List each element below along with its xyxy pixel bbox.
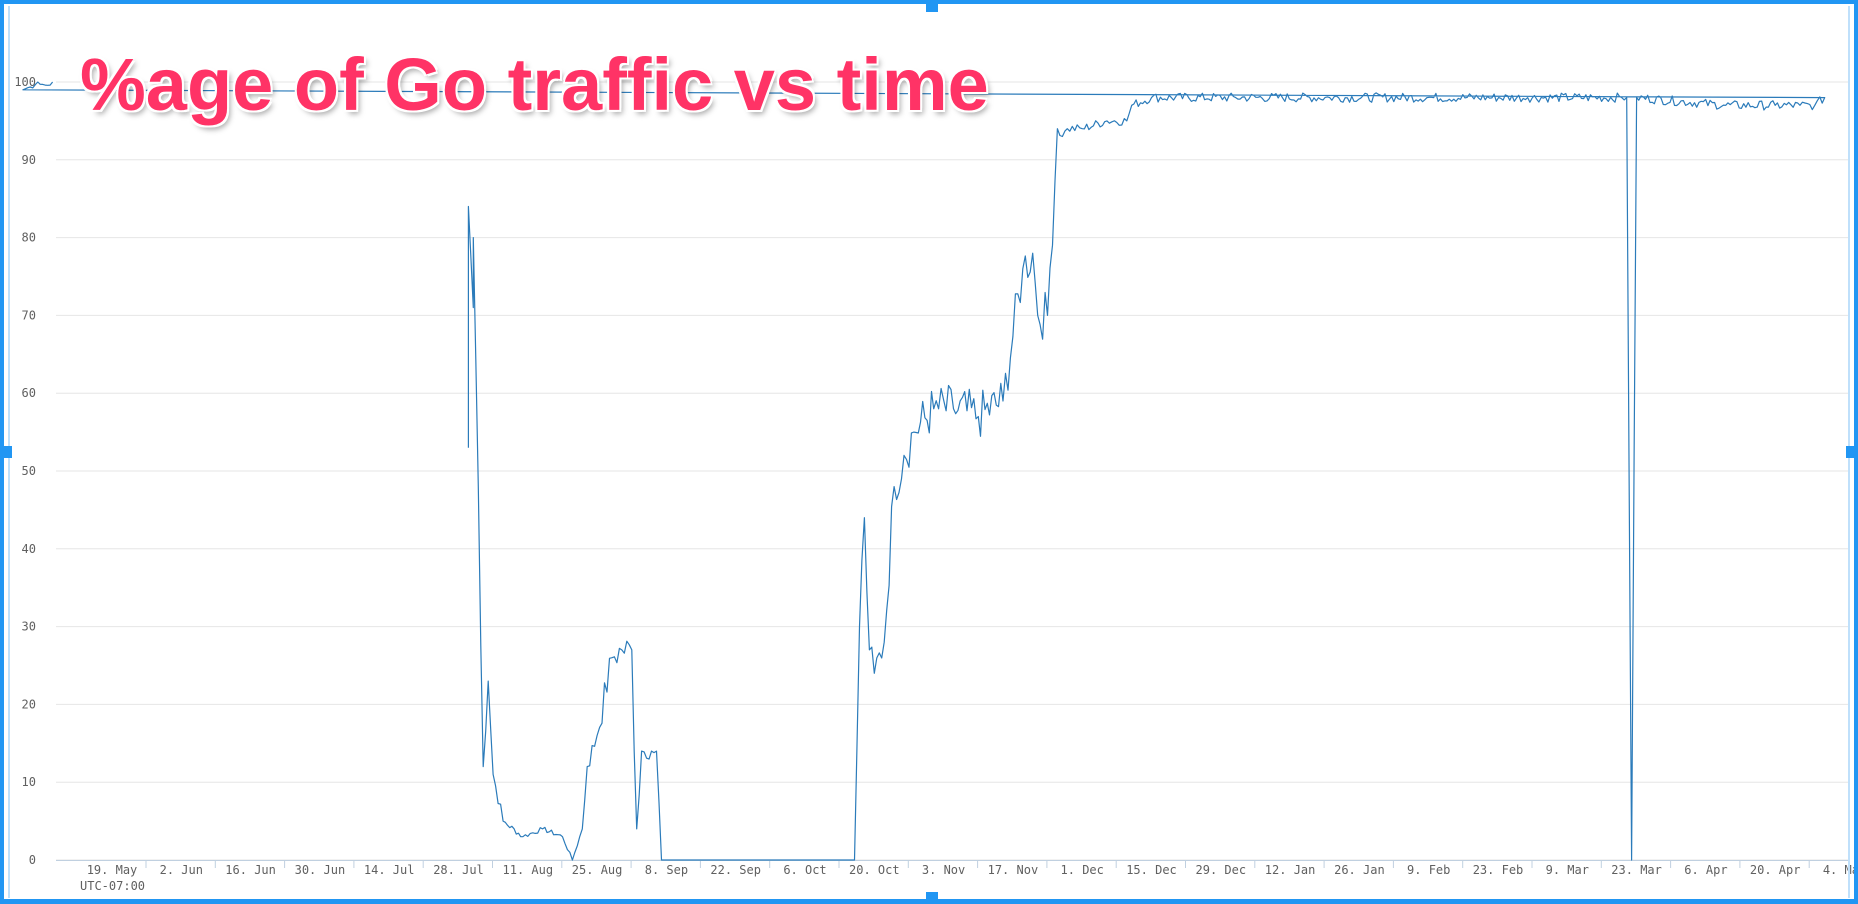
x-tick-label: 6. Oct	[783, 863, 826, 877]
x-tick-label: 23. Mar	[1611, 863, 1662, 877]
x-tick-label: 25. Aug	[572, 863, 623, 877]
x-tick-label: 23. Feb	[1473, 863, 1524, 877]
x-tick-label: 8. Sep	[645, 863, 688, 877]
y-tick-label: 100	[14, 75, 36, 89]
series-line-0	[22, 81, 1826, 861]
resize-handle-right-middle[interactable]	[1846, 446, 1858, 458]
x-tick-label: 19. May	[87, 863, 138, 877]
x-tick-label: 20. Oct	[849, 863, 900, 877]
resize-handle-left-middle[interactable]	[0, 446, 12, 458]
x-tick-label: 15. Dec	[1126, 863, 1177, 877]
x-tick-label: 1. Dec	[1061, 863, 1104, 877]
y-tick-label: 30	[22, 620, 36, 634]
y-tick-label: 0	[29, 853, 36, 867]
resize-handle-bottom-middle[interactable]	[926, 892, 938, 904]
y-tick-label: 70	[22, 308, 36, 322]
x-tick-label: 3. Nov	[922, 863, 965, 877]
y-tick-label: 50	[22, 464, 36, 478]
y-tick-label: 40	[22, 542, 36, 556]
y-tick-label: 60	[22, 386, 36, 400]
x-tick-label: 26. Jan	[1334, 863, 1385, 877]
x-tick-label: 12. Jan	[1265, 863, 1316, 877]
y-tick-label: 80	[22, 231, 36, 245]
x-tick-label: 9. Mar	[1546, 863, 1589, 877]
x-tick-label: 11. Aug	[503, 863, 554, 877]
y-axis: 0 10 20 30 40 50 60 70 80 90 100	[14, 75, 36, 867]
x-tick-label: 17. Nov	[988, 863, 1039, 877]
x-tick-label: 29. Dec	[1196, 863, 1247, 877]
chart-title: %age of Go traffic vs time	[80, 43, 989, 126]
x-tick-label: 30. Jun	[295, 863, 346, 877]
x-tick-label: 2. Jun	[160, 863, 203, 877]
y-tick-label: 20	[22, 697, 36, 711]
x-tick-label: 14. Jul	[364, 863, 415, 877]
x-tick-label: 16. Jun	[225, 863, 276, 877]
y-tick-label: 10	[22, 775, 36, 789]
grid-lines	[56, 81, 1848, 861]
x-axis: 19. May 2. Jun 16. Jun 30. Jun 14. Jul 28. Ju…	[56, 860, 1858, 877]
resize-handle-top-middle[interactable]	[926, 0, 938, 12]
y-tick-label: 90	[22, 153, 36, 167]
x-tick-label: 9. Feb	[1407, 863, 1450, 877]
x-tick-label: 28. Jul	[433, 863, 484, 877]
x-tick-label: 22. Sep	[710, 863, 761, 877]
x-tick-label: 20. Apr	[1750, 863, 1801, 877]
series-group	[22, 81, 1826, 861]
timezone-label: UTC-07:00	[80, 879, 145, 893]
x-tick-label: 4. May	[1823, 863, 1858, 877]
x-tick-label: 6. Apr	[1684, 863, 1727, 877]
